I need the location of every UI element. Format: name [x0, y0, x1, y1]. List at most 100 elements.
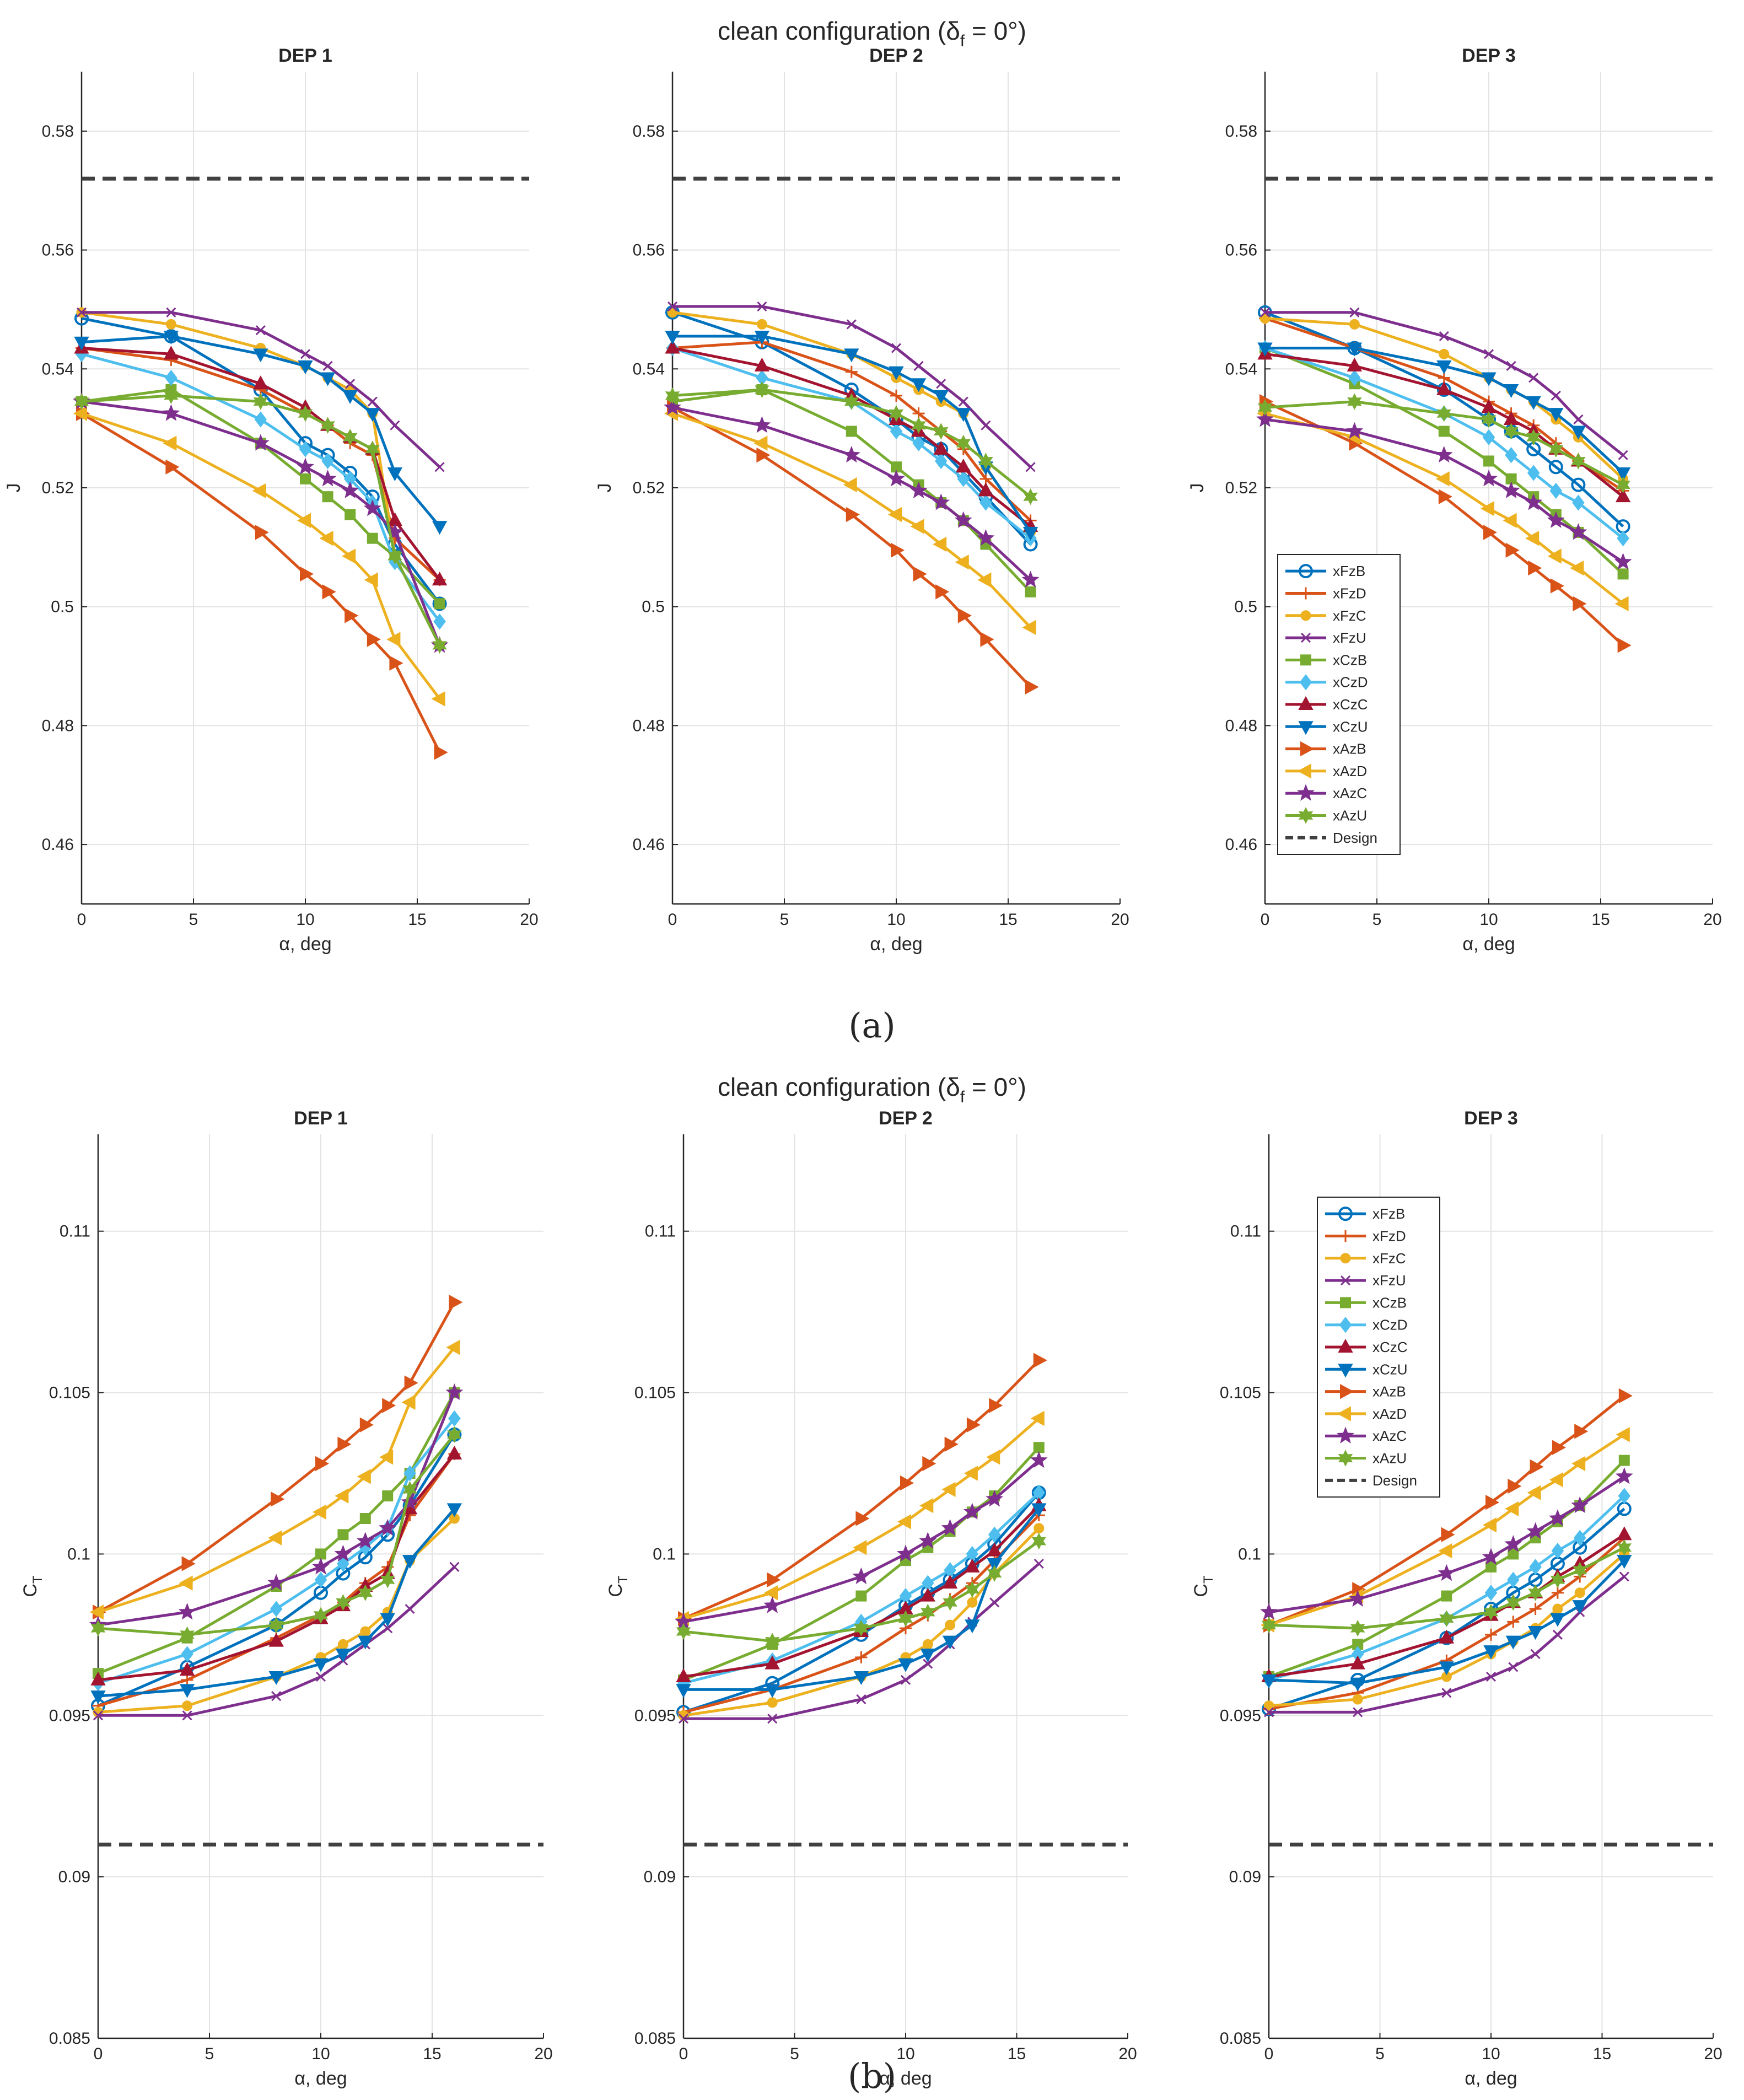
data-point-xczu — [298, 360, 313, 374]
series-xazc — [1256, 410, 1632, 570]
legend-label-xazb: xAzB — [1372, 1383, 1406, 1400]
data-point-xfzu — [913, 360, 924, 371]
legend-marker-xfzu — [1300, 633, 1311, 643]
legend-label-design: Design — [1333, 830, 1377, 846]
data-point-xazd — [1614, 596, 1629, 612]
legend-label-xczc: xCzC — [1372, 1339, 1408, 1355]
data-point-xazc — [664, 398, 681, 415]
data-point-xazc — [1030, 1451, 1048, 1468]
data-point-xfzu — [1485, 1671, 1497, 1682]
data-point-xczu — [911, 378, 927, 392]
data-point-xazd — [963, 1466, 978, 1481]
data-point-xczu — [90, 1690, 106, 1705]
legend-marker-xfzu — [1340, 1275, 1351, 1286]
legend-marker-xfzb — [1338, 1207, 1353, 1221]
series-xazu — [1261, 1539, 1632, 1637]
data-point-xazu — [987, 1565, 1002, 1582]
series-xazb — [76, 406, 448, 760]
data-point-xazc — [763, 1596, 782, 1613]
x-tick-label: 10 — [296, 911, 314, 929]
data-point-xczb — [359, 1513, 371, 1524]
series-xfzu — [1263, 1571, 1629, 1717]
data-point-xczu — [1548, 408, 1564, 422]
data-point-xazb — [300, 566, 314, 582]
data-point-xazu — [1617, 1539, 1632, 1556]
data-point-xazb — [855, 1511, 870, 1526]
data-point-xazd — [401, 1394, 416, 1410]
legend-marker-xfzb — [1299, 564, 1313, 579]
data-point-xfzu — [1528, 373, 1539, 383]
x-tick-label: 15 — [999, 911, 1017, 929]
data-point-xfzu — [989, 1597, 1000, 1608]
data-point-xfzu — [667, 301, 678, 312]
data-point-xazu — [298, 405, 313, 422]
data-point-xazd — [977, 572, 992, 588]
data-point-xazu — [268, 1617, 284, 1634]
data-point-xczd — [321, 453, 334, 470]
data-point-xczd — [1484, 1585, 1498, 1601]
chart-a-dep-3: 0 5 10 15 20 0.46 0.48 0.5 0.52 0.54 0.56 0.58 DEP 3… — [1187, 45, 1722, 955]
data-point-xfzu — [1441, 1688, 1452, 1698]
data-point-xfzu — [1552, 1629, 1563, 1640]
x-axis-label: α, deg — [279, 934, 331, 955]
data-point-xazu — [1481, 411, 1497, 428]
legend-marker-xazu — [1298, 807, 1314, 824]
legend-marker-xczc — [1298, 696, 1314, 710]
data-point-xazu — [1572, 1561, 1587, 1579]
legend-label-xazu: xAzU — [1333, 807, 1367, 824]
data-point-xazd — [1505, 1501, 1519, 1517]
x-tick-label: 15 — [408, 911, 426, 929]
data-point-xczu — [853, 1671, 869, 1686]
data-point-xazc — [1349, 1590, 1367, 1607]
data-point-xczu — [268, 1671, 284, 1686]
data-point-xczd — [403, 1465, 416, 1482]
legend-marker-xazc — [1337, 1426, 1354, 1444]
data-point-xazd — [1547, 548, 1562, 564]
data-point-xfzu — [1619, 1571, 1629, 1582]
series-xazc — [675, 1451, 1048, 1630]
data-point-xczu — [320, 372, 336, 386]
series-xfzu — [1259, 307, 1628, 460]
data-point-xazb — [1528, 560, 1542, 576]
data-point-xazd — [1571, 1456, 1586, 1472]
x-axis-label: α, deg — [879, 2068, 932, 2089]
data-point-xazu — [1526, 429, 1541, 446]
series-xazc — [664, 398, 1040, 588]
data-point-xczd — [934, 453, 948, 470]
data-point-xazc — [1345, 422, 1364, 439]
data-point-xazd — [73, 406, 87, 421]
data-point-xazd — [364, 572, 378, 588]
legend-label-xazb: xAzB — [1333, 741, 1366, 757]
y-tick-label: 0.56 — [1225, 241, 1257, 260]
suptitle-a: clean configuration (δf = 0°) — [718, 17, 1026, 50]
data-point-xazu — [665, 387, 680, 405]
data-point-xazc — [977, 529, 995, 546]
data-point-xazb — [337, 1436, 352, 1452]
legend-label-xfzb: xFzB — [1372, 1205, 1405, 1222]
data-point-xfzu — [300, 349, 311, 359]
data-point-xczu — [365, 408, 380, 422]
data-point-xfzu — [434, 462, 445, 472]
data-point-xfzc — [922, 1639, 933, 1650]
data-point-xczd — [1527, 465, 1540, 481]
series-xazd — [664, 406, 1036, 636]
data-point-xazd — [910, 519, 924, 534]
data-point-xczb — [1025, 586, 1036, 597]
data-point-xazb — [846, 507, 860, 523]
legend-label-xczu: xCzU — [1372, 1361, 1408, 1377]
y-tick-label: 0.1 — [653, 1545, 676, 1563]
series-xazb — [678, 1353, 1047, 1627]
data-point-xazb — [1508, 1478, 1522, 1494]
data-point-xazb — [449, 1294, 463, 1310]
data-point-xazu — [676, 1623, 691, 1640]
data-point-xfzu — [1025, 462, 1036, 472]
data-point-xczu — [1481, 372, 1497, 386]
y-axis-label: J — [1187, 483, 1208, 493]
data-point-xazc — [1502, 481, 1520, 498]
data-point-xczu — [253, 348, 268, 363]
legend-label-xazd: xAzD — [1333, 763, 1367, 779]
data-point-xfzu — [255, 325, 266, 336]
data-point-xfzu — [390, 420, 400, 430]
data-point-xazb — [359, 1417, 374, 1433]
